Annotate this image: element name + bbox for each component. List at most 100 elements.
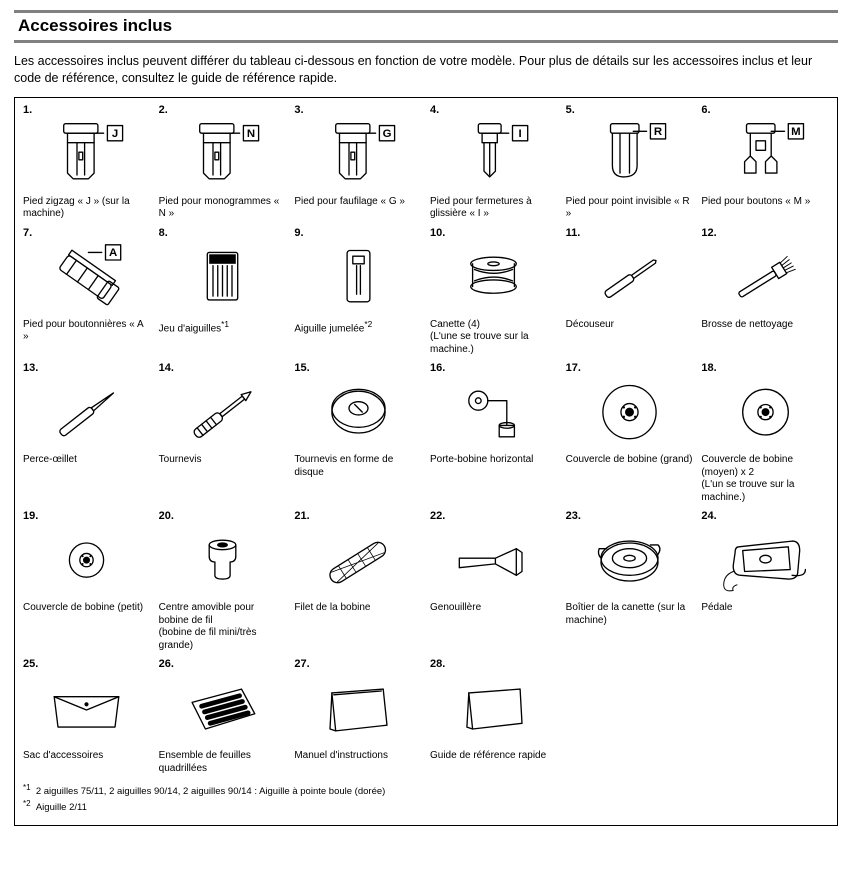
accessory-cell: 15. Tournevis en forme de disque [294,362,422,504]
item-number: 13. [23,362,151,374]
item-caption: Filet de la bobine [294,602,422,615]
item-number: 3. [294,104,422,116]
item-illustration [159,672,287,748]
item-caption: Pied pour faufilage « G » [294,196,422,209]
svg-text:G: G [382,128,391,140]
item-illustration [159,524,287,600]
accessory-cell: 8. Jeu d'aiguilles*1 [159,227,287,357]
item-number: 7. [23,227,151,239]
svg-text:N: N [247,128,255,140]
item-number: 18. [701,362,829,374]
item-number: 12. [701,227,829,239]
footnote: *1 2 aiguilles 75/11, 2 aiguilles 90/14,… [23,783,829,799]
item-illustration [701,376,829,452]
item-caption: Perce-œillet [23,454,151,467]
item-caption: Ensemble de feuilles quadrillées [159,750,287,775]
item-illustration [566,524,694,600]
item-number: 10. [430,227,558,239]
accessory-cell: 25. Sac d'accessoires [23,658,151,775]
item-caption: Manuel d'instructions [294,750,422,763]
item-caption: Genouillère [430,602,558,615]
item-number: 4. [430,104,558,116]
item-illustration [430,241,558,317]
item-illustration [23,524,151,600]
page-title: Accessoires inclus [18,16,834,36]
item-caption: Couvercle de bobine (petit) [23,602,151,615]
item-caption: Boîtier de la canette (sur la machine) [566,602,694,627]
item-caption: Pied pour point invisible « R » [566,196,694,221]
item-caption: Jeu d'aiguilles*1 [159,319,287,336]
item-illustration [430,524,558,600]
page: Accessoires inclus Les accessoires inclu… [0,0,852,840]
item-caption: Guide de référence rapide [430,750,558,763]
accessory-cell: 16. Porte-bobine horizontal [430,362,558,504]
item-caption: Porte-bobine horizontal [430,454,558,467]
item-illustration [566,376,694,452]
item-number: 5. [566,104,694,116]
item-illustration [294,241,422,317]
accessories-grid: 1. J Pied zigzag « J » (sur la machine) 2… [23,104,829,776]
accessory-cell: 14. Tournevis [159,362,287,504]
svg-text:R: R [654,126,662,138]
item-caption: Aiguille jumelée*2 [294,319,422,336]
accessory-cell: 20. Centre amovible pour bobine de fil(b… [159,510,287,652]
item-illustration [430,376,558,452]
item-number: 9. [294,227,422,239]
accessory-cell: 22. Genouillère [430,510,558,652]
accessory-cell: 10. Canette (4)(L'une se trouve sur la m… [430,227,558,357]
accessory-cell: 6. M Pied pour boutons « M » [701,104,829,221]
item-illustration [294,524,422,600]
item-illustration: A [23,241,151,317]
item-caption: Canette (4)(L'une se trouve sur la machi… [430,319,558,357]
item-number: 1. [23,104,151,116]
item-number: 17. [566,362,694,374]
item-illustration [701,524,829,600]
item-illustration [566,241,694,317]
item-illustration: G [294,118,422,194]
item-number: 25. [23,658,151,670]
item-caption: Pied zigzag « J » (sur la machine) [23,196,151,221]
item-number: 22. [430,510,558,522]
item-caption: Couvercle de bobine (grand) [566,454,694,467]
item-caption: Pédale [701,602,829,615]
accessory-cell: 26. Ensemble de feuilles quadrillées [159,658,287,775]
item-number: 15. [294,362,422,374]
svg-text:J: J [112,128,118,140]
item-illustration [159,241,287,317]
accessory-cell: 3. G Pied pour faufilage « G » [294,104,422,221]
item-caption: Découseur [566,319,694,332]
item-illustration: R [566,118,694,194]
item-caption: Centre amovible pour bobine de fil(bobin… [159,602,287,652]
item-number: 21. [294,510,422,522]
accessory-cell: 12. Brosse de nettoyage [701,227,829,357]
accessory-cell: 9. Aiguille jumelée*2 [294,227,422,357]
item-number: 28. [430,658,558,670]
accessory-cell: 23. Boîtier de la canette (sur la machin… [566,510,694,652]
item-caption: Brosse de nettoyage [701,319,829,332]
item-number: 6. [701,104,829,116]
item-illustration: I [430,118,558,194]
item-caption: Couvercle de bobine (moyen) x 2(L'un se … [701,454,829,504]
item-caption: Tournevis en forme de disque [294,454,422,479]
title-bar: Accessoires inclus [14,10,838,43]
accessory-cell: 24. Pédale [701,510,829,652]
item-illustration [701,241,829,317]
item-illustration: M [701,118,829,194]
item-caption: Pied pour monogrammes « N » [159,196,287,221]
accessory-cell: 2. N Pied pour monogrammes « N » [159,104,287,221]
item-number: 11. [566,227,694,239]
item-illustration [294,376,422,452]
item-number: 27. [294,658,422,670]
item-number: 8. [159,227,287,239]
item-illustration: J [23,118,151,194]
accessory-cell: 28. Guide de référence rapide [430,658,558,775]
item-illustration [430,672,558,748]
accessory-cell: 13. Perce-œillet [23,362,151,504]
item-number: 23. [566,510,694,522]
footnotes: *1 2 aiguilles 75/11, 2 aiguilles 90/14,… [23,783,829,815]
item-caption: Pied pour fermetures à glissière « I » [430,196,558,221]
item-number: 26. [159,658,287,670]
accessory-cell: 11. Découseur [566,227,694,357]
accessory-cell: 4. I Pied pour fermetures à glissière « … [430,104,558,221]
item-number: 2. [159,104,287,116]
